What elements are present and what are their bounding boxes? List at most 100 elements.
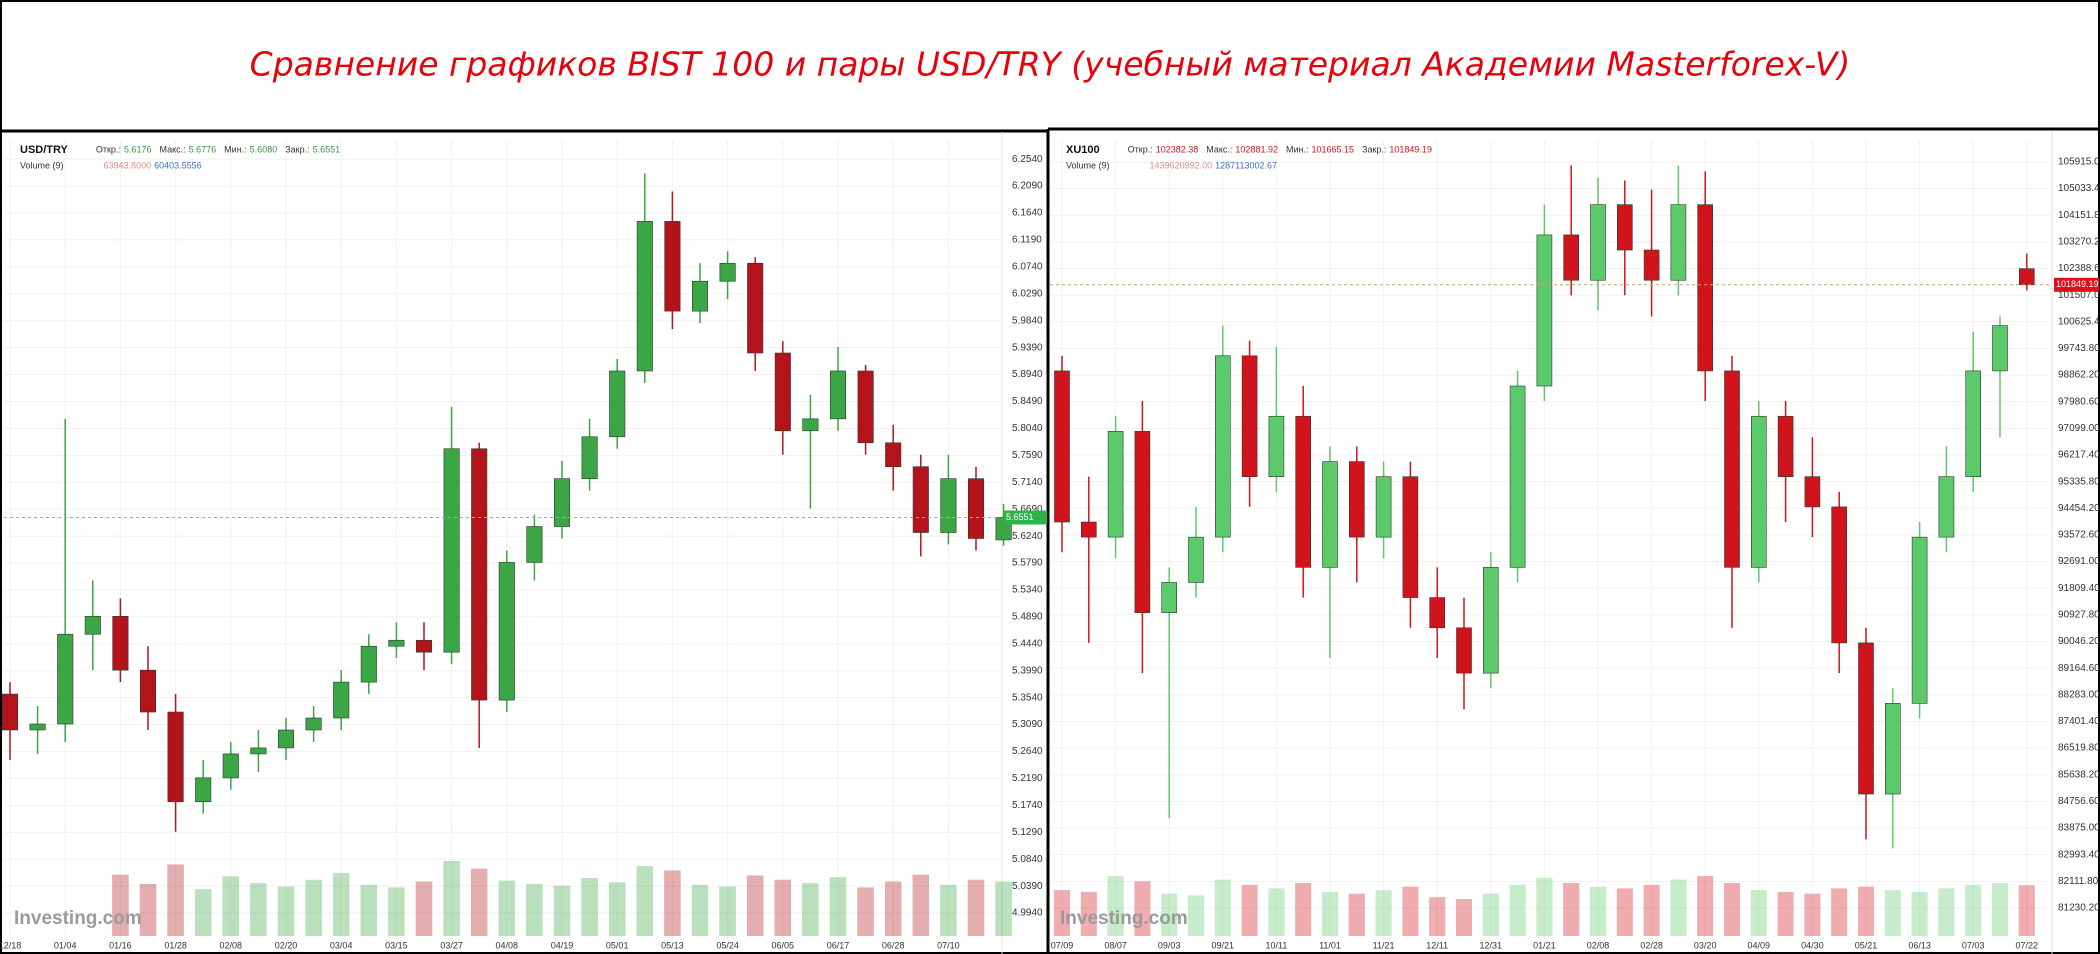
y-tick-label: 5.3990 <box>1012 665 1043 676</box>
y-tick-label: 5.7590 <box>1012 450 1043 461</box>
candle-body <box>415 639 433 653</box>
x-tick-label: 01/28 <box>164 940 187 950</box>
y-tick-label: 6.0290 <box>1012 288 1043 299</box>
candle-body <box>1911 536 1928 704</box>
page-title: Сравнение графиков BIST 100 и пары USD/T… <box>250 45 1851 84</box>
candle-body <box>1965 370 1982 477</box>
volume-bar <box>1563 883 1580 936</box>
y-tick-label: 6.2090 <box>1012 181 1043 192</box>
volume-bar <box>112 874 129 936</box>
candle-body <box>1188 536 1204 583</box>
watermark: Investing.com <box>1060 908 1188 929</box>
last-price-label: 101849.19 <box>2056 279 2099 289</box>
volume-bar <box>1938 888 1955 936</box>
y-tick-label: 91809.40 <box>2058 583 2100 594</box>
volume-bar <box>1991 883 2009 936</box>
volume-bar <box>1589 886 1607 936</box>
x-tick-label: 07/03 <box>1962 940 1985 950</box>
candle-body <box>1858 642 1874 795</box>
volume-bar <box>360 884 378 936</box>
candle-body <box>664 221 681 312</box>
volume-bar <box>912 874 930 936</box>
volume-bar <box>1187 895 1205 936</box>
x-tick-label: 02/28 <box>1640 940 1663 950</box>
candle-body <box>222 753 239 779</box>
volume-bar <box>664 870 681 936</box>
candle-body <box>277 729 295 749</box>
candle-body <box>1054 370 1070 523</box>
volume-bar <box>1134 881 1151 936</box>
y-tick-label: 5.1740 <box>1012 800 1043 811</box>
stat-label: Макс.: <box>1206 144 1232 154</box>
volume-bar <box>1643 884 1660 936</box>
volume-bar <box>940 884 957 936</box>
y-tick-label: 82993.40 <box>2058 849 2100 860</box>
volume-bar <box>1161 893 1178 936</box>
x-tick-label: 06/13 <box>1908 940 1931 950</box>
stat-value: 102881.92 <box>1235 144 1278 154</box>
y-tick-label: 89164.60 <box>2058 663 2100 674</box>
instrument-name: USD/TRY <box>20 144 69 156</box>
candle-body <box>1134 431 1151 613</box>
candle-body <box>940 478 957 533</box>
x-tick-label: 07/09 <box>1051 940 1074 950</box>
candle-body <box>1831 506 1848 644</box>
stat-label: Закр.: <box>1362 144 1386 154</box>
x-tick-label: 05/24 <box>716 940 739 950</box>
volume-bar <box>139 884 157 936</box>
volume-label: Volume (9) <box>1066 160 1110 170</box>
volume-bar <box>1965 884 1982 936</box>
volume-bar <box>332 872 350 936</box>
y-tick-label: 81230.20 <box>2058 903 2100 914</box>
volume-bar <box>443 861 460 936</box>
y-tick-label: 102388.60 <box>2058 263 2100 274</box>
x-tick-label: 12/18 <box>0 940 21 950</box>
candle-body <box>29 723 46 731</box>
x-tick-label: 01/04 <box>54 940 77 950</box>
x-tick-label: 03/15 <box>385 940 408 950</box>
y-tick-label: 6.1640 <box>1012 208 1043 219</box>
volume-bar <box>995 881 1012 936</box>
instrument-name: XU100 <box>1066 144 1100 156</box>
y-tick-label: 88283.00 <box>2058 689 2100 700</box>
volume-bar <box>691 884 709 936</box>
x-tick-label: 09/03 <box>1158 940 1181 950</box>
y-tick-label: 90046.20 <box>2058 636 2100 647</box>
last-price-box <box>2054 277 2099 292</box>
volume-bar <box>1402 886 1419 936</box>
volume-bar <box>1455 898 1473 936</box>
x-tick-label: 01/16 <box>109 940 132 950</box>
candle-body <box>967 478 985 539</box>
candle-body <box>774 352 791 432</box>
stat-value: 101849.19 <box>1389 144 1432 154</box>
y-tick-label: 5.9840 <box>1012 315 1043 326</box>
volume-bar <box>719 886 736 936</box>
volume-bar <box>1348 893 1365 936</box>
stat-label: Макс.: <box>159 144 185 154</box>
y-tick-label: 85638.20 <box>2058 769 2100 780</box>
y-tick-label: 5.9390 <box>1012 342 1043 353</box>
volume-bar <box>388 887 405 936</box>
candle-body <box>636 221 653 372</box>
stat-label: Мин.: <box>1286 144 1309 154</box>
volume-bar <box>1536 877 1553 936</box>
volume-bar <box>167 864 184 936</box>
volume-bar <box>1295 883 1312 936</box>
y-tick-label: 84756.60 <box>2058 796 2100 807</box>
y-tick-label: 87401.40 <box>2058 716 2100 727</box>
candle-body <box>1161 582 1178 613</box>
chart-panel: 105915.00 105033.40 104151.80 103270.20 1023… <box>1050 132 2100 954</box>
volume-bar <box>1911 891 1928 936</box>
y-tick-label: 5.0390 <box>1012 881 1043 892</box>
volume-bar <box>1777 891 1794 936</box>
x-tick-label: 05/13 <box>661 940 684 950</box>
last-price-box <box>1004 510 1047 525</box>
y-tick-label: 5.4440 <box>1012 638 1043 649</box>
y-tick-label: 98862.20 <box>2058 370 2100 381</box>
candle-body <box>112 615 129 671</box>
candle-body <box>912 466 929 533</box>
x-tick-label: 04/30 <box>1801 940 1824 950</box>
candle-body <box>84 615 101 635</box>
